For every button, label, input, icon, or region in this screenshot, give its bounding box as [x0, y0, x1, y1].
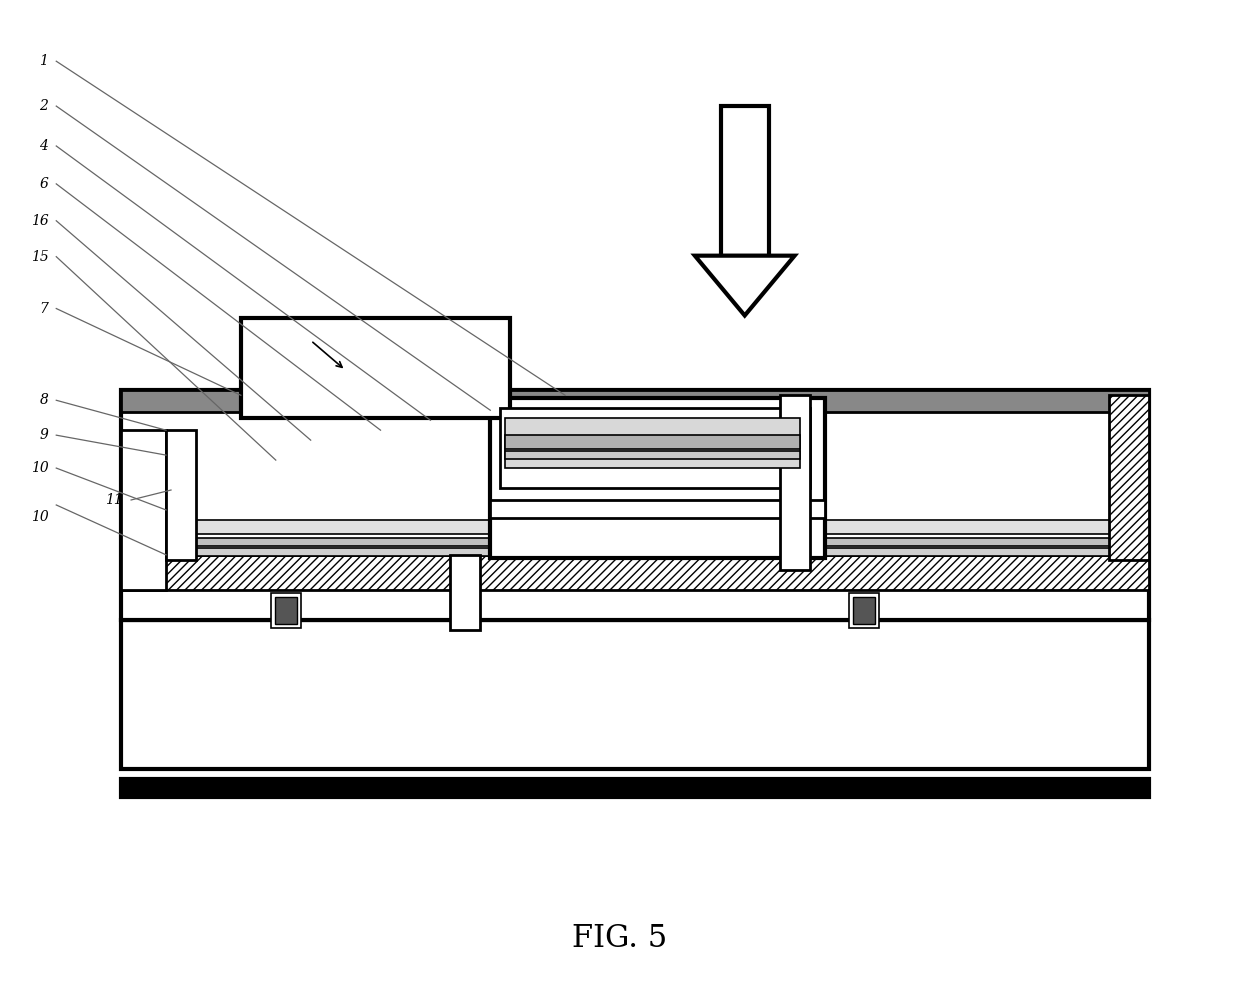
- Bar: [122, 391, 1148, 620]
- Text: 10: 10: [31, 461, 48, 475]
- Bar: [122, 620, 1148, 769]
- Text: 9: 9: [40, 428, 48, 442]
- Bar: [505, 451, 800, 459]
- Bar: [505, 418, 800, 468]
- Bar: [720, 106, 769, 256]
- Bar: [166, 548, 1143, 556]
- Bar: [122, 430, 166, 589]
- Bar: [1109, 396, 1148, 560]
- Text: 15: 15: [31, 249, 48, 264]
- Bar: [450, 555, 480, 630]
- Bar: [122, 779, 1148, 797]
- Text: 11: 11: [105, 493, 123, 507]
- Text: 4: 4: [40, 139, 48, 153]
- Text: 10: 10: [31, 510, 48, 524]
- Bar: [241, 318, 510, 418]
- Bar: [500, 408, 810, 488]
- Bar: [490, 500, 825, 518]
- Bar: [166, 520, 1143, 534]
- Text: FIG. 5: FIG. 5: [573, 924, 667, 954]
- Bar: [780, 396, 810, 570]
- Text: 8: 8: [40, 394, 48, 407]
- Text: 2: 2: [40, 99, 48, 113]
- Bar: [122, 391, 1148, 412]
- Bar: [270, 592, 301, 628]
- Text: 7: 7: [40, 302, 48, 315]
- Text: 6: 6: [40, 177, 48, 191]
- Bar: [166, 430, 196, 560]
- Bar: [849, 592, 879, 628]
- Text: 16: 16: [31, 214, 48, 227]
- Bar: [853, 596, 875, 624]
- Bar: [166, 538, 1143, 546]
- Bar: [122, 555, 1148, 589]
- Bar: [505, 435, 800, 449]
- Bar: [490, 399, 825, 558]
- Text: 1: 1: [40, 54, 48, 68]
- Polygon shape: [694, 256, 795, 315]
- Bar: [275, 596, 296, 624]
